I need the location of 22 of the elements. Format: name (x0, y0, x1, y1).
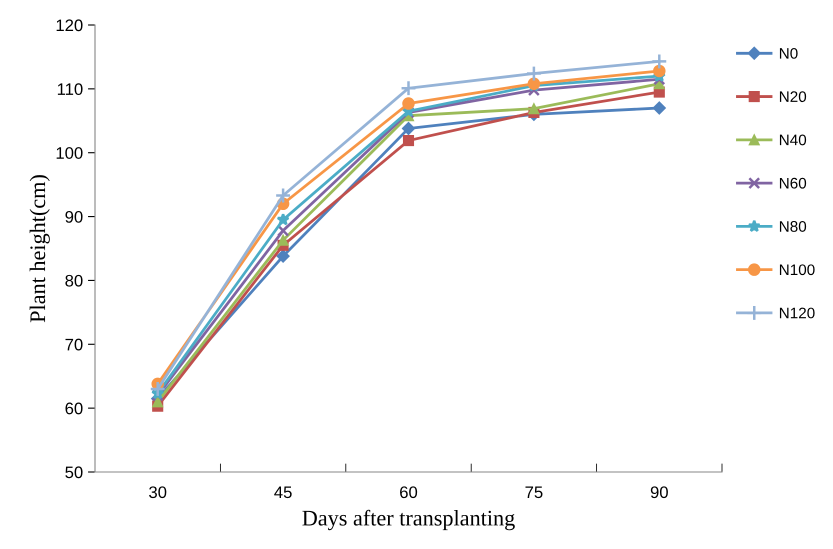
x-tick-label: 60 (400, 486, 418, 498)
legend-label: N20 (780, 91, 806, 102)
legend-label: N40 (780, 134, 806, 146)
x-tick-label: 90 (650, 486, 668, 498)
x-axis-title: Days after transplanting (302, 510, 515, 530)
x-tick-label: 45 (274, 486, 292, 498)
y-axis-title: Plant height(cm) (30, 175, 50, 322)
y-tick-label: 100 (56, 147, 83, 159)
legend-label: N100 (780, 264, 815, 276)
y-tick-label: 50 (65, 466, 83, 478)
legend-label: N0 (780, 48, 798, 59)
y-tick-label: 90 (65, 210, 83, 223)
x-tick-label: 30 (149, 486, 166, 498)
y-tick-label: 70 (66, 338, 83, 350)
legend-label: N80 (780, 221, 806, 232)
x-tick-label: 75 (525, 486, 542, 498)
legend-label: N60 (780, 178, 806, 189)
y-tick-label: 120 (56, 19, 83, 32)
legend-label: N120 (780, 308, 815, 318)
y-tick-label: 80 (65, 274, 83, 287)
y-tick-label: 60 (66, 402, 83, 414)
y-tick-label: 110 (58, 83, 83, 96)
